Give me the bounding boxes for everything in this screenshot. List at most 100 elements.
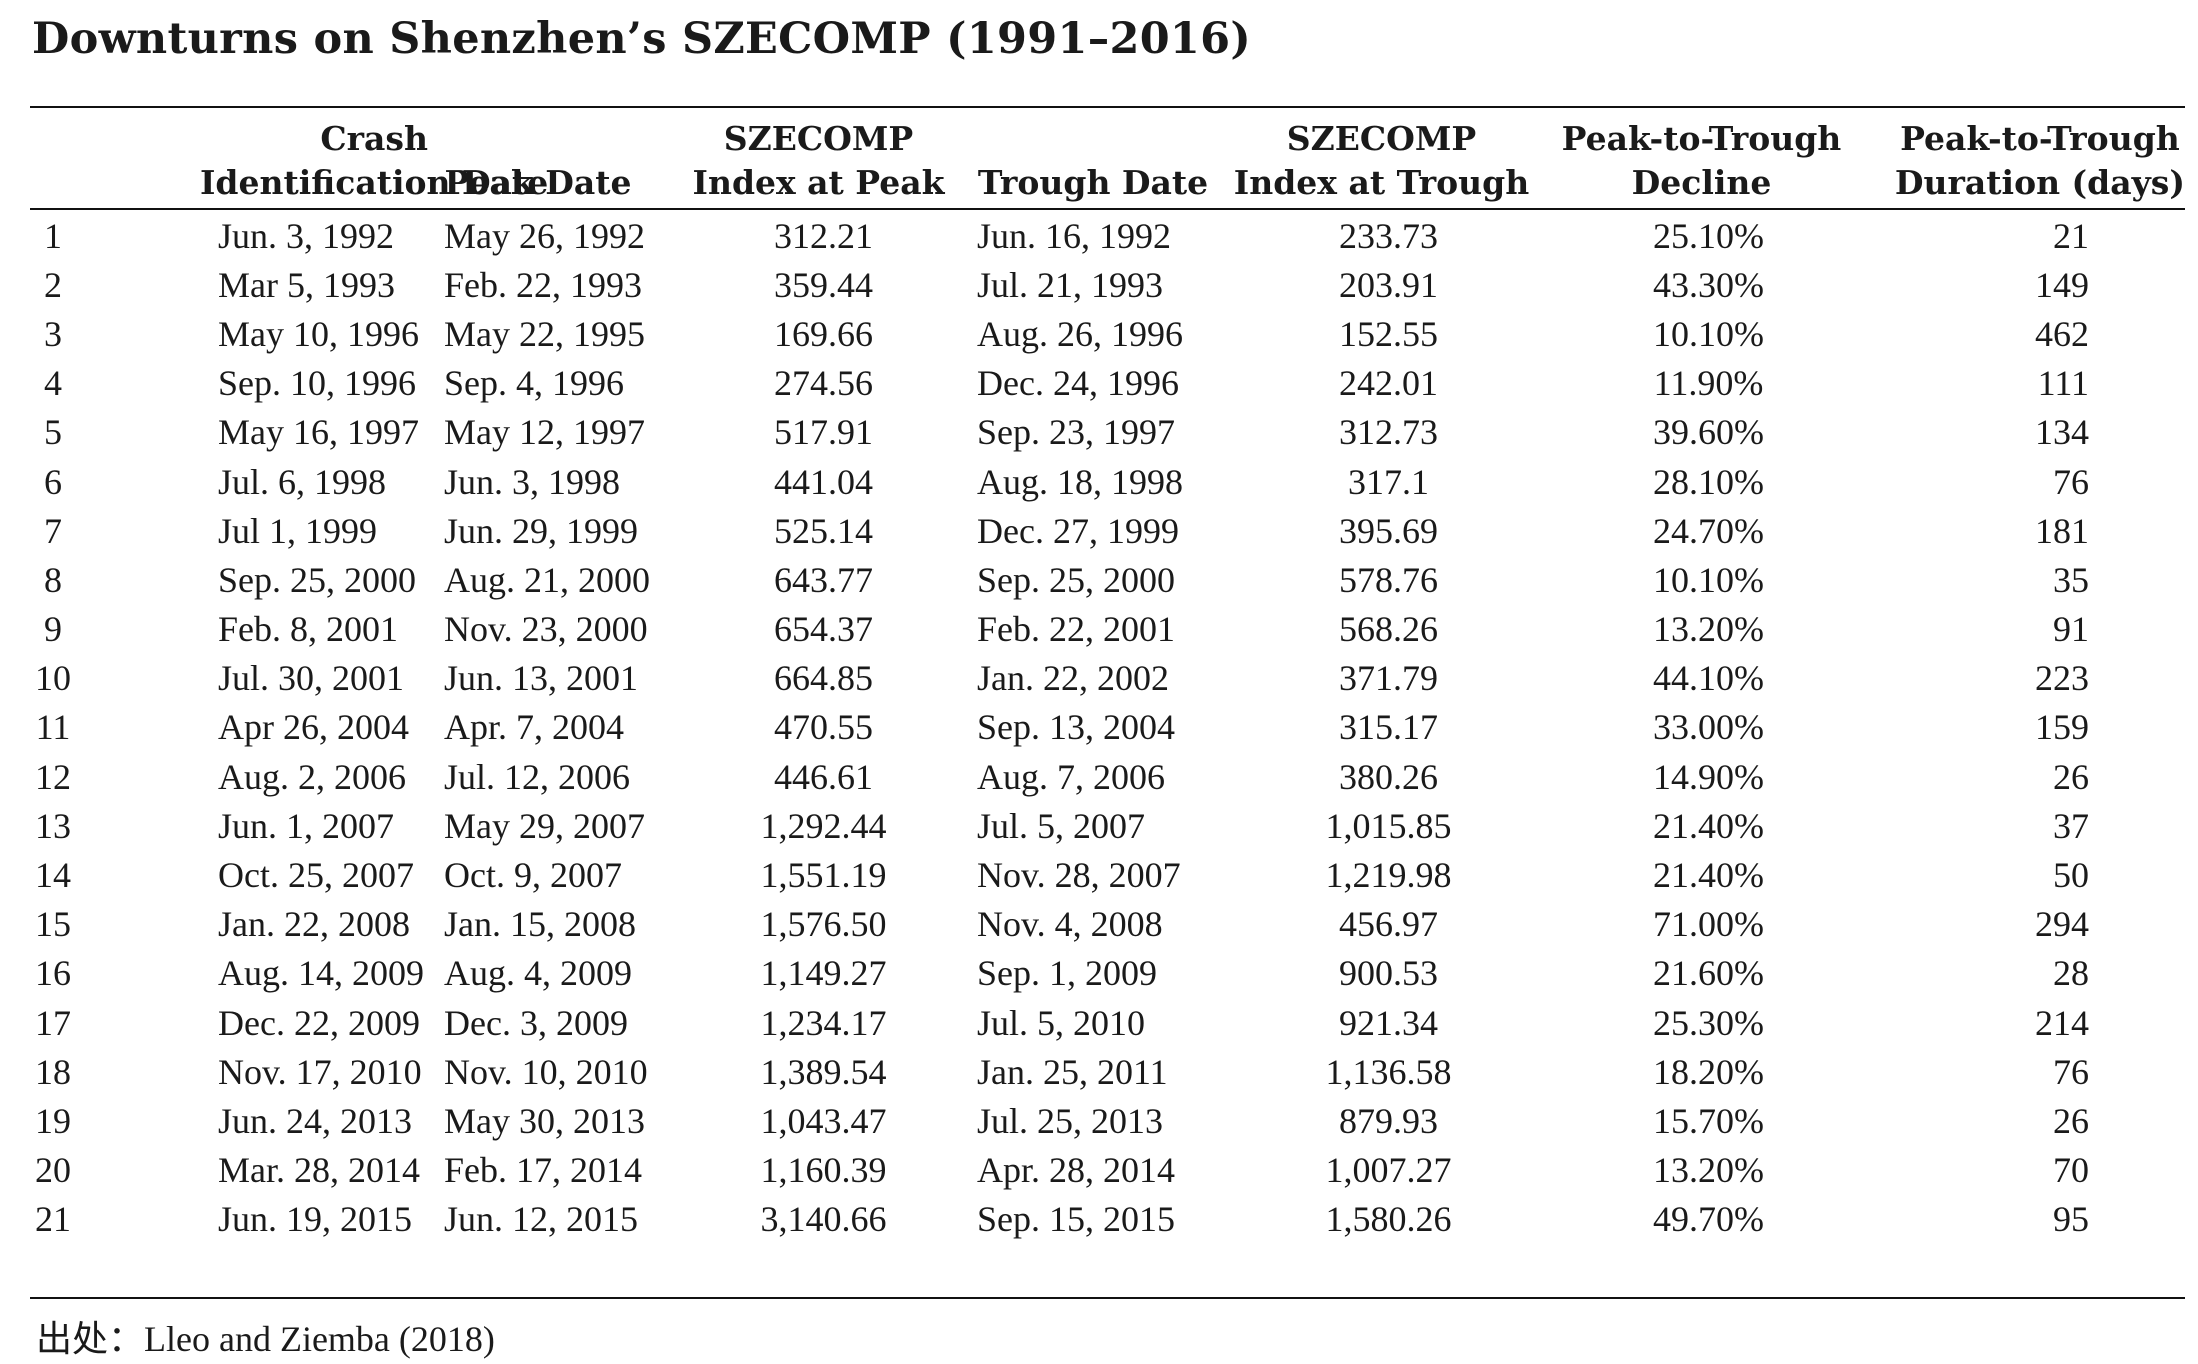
decline-cell: 13.20% xyxy=(1653,609,1764,650)
duration-cell: 21 xyxy=(2053,215,2089,256)
index-at-trough-cell: 317.1 xyxy=(1348,461,1429,502)
header-decline-line2: Decline xyxy=(1631,163,1772,202)
trough-date-cell: Sep. 23, 1997 xyxy=(977,412,1175,453)
crash-date-cell: Jun. 19, 2015 xyxy=(218,1199,413,1240)
peak-date-cell: Jan. 15, 2008 xyxy=(444,904,636,945)
index-at-peak-cell: 359.44 xyxy=(774,264,873,305)
duration-cell: 149 xyxy=(2035,264,2089,305)
peak-date-cell: Sep. 4, 1996 xyxy=(444,363,624,404)
crash-date-cell: Sep. 25, 2000 xyxy=(218,559,416,600)
table-row: 1 Jun. 3, 1992 May 26, 1992 312.21 Jun. 16, … xyxy=(30,205,2185,260)
trough-date-cell: Jun. 16, 1992 xyxy=(977,215,1172,256)
crash-date-cell: Jul. 30, 2001 xyxy=(218,658,405,699)
row-number: 7 xyxy=(44,510,62,551)
decline-cell: 25.30% xyxy=(1653,1002,1764,1043)
index-at-peak-cell: 1,389.54 xyxy=(760,1051,887,1092)
duration-cell: 26 xyxy=(2053,756,2089,797)
crash-date-cell: Feb. 8, 2001 xyxy=(218,609,398,650)
table-title: Downturns on Shenzhen’s SZECOMP (1991–20… xyxy=(32,14,1252,64)
peak-date-cell: Jun. 12, 2015 xyxy=(444,1199,639,1240)
decline-cell: 21.40% xyxy=(1653,805,1764,846)
row-number: 20 xyxy=(35,1150,71,1191)
index-at-peak-cell: 274.56 xyxy=(774,363,873,404)
duration-cell: 76 xyxy=(2053,461,2089,502)
row-number: 18 xyxy=(35,1051,71,1092)
duration-cell: 26 xyxy=(2053,1100,2089,1141)
crash-date-cell: Aug. 2, 2006 xyxy=(218,756,406,797)
header-decline-line1: Peak-to-Trough xyxy=(1561,119,1842,158)
crash-date-cell: Jun. 3, 1992 xyxy=(218,215,395,256)
table-row: 4 Sep. 10, 1996 Sep. 4, 1996 274.56 Dec. 24,… xyxy=(30,359,2185,408)
peak-date-cell: Apr. 7, 2004 xyxy=(444,707,624,748)
source-note: 出处：Lleo and Ziemba (2018) xyxy=(36,1319,495,1359)
peak-date-cell: Jun. 3, 1998 xyxy=(444,461,621,502)
decline-cell: 18.20% xyxy=(1653,1051,1764,1092)
crash-date-cell: Jun. 24, 2013 xyxy=(218,1100,413,1141)
duration-cell: 462 xyxy=(2035,313,2089,354)
peak-date-cell: Feb. 22, 1993 xyxy=(444,264,642,305)
header-duration-line2: Duration (days) xyxy=(1894,163,2185,202)
peak-date-cell: Feb. 17, 2014 xyxy=(444,1150,642,1191)
header-crash-line1: Crash xyxy=(320,119,428,158)
index-at-trough-cell: 578.76 xyxy=(1339,559,1438,600)
header-decline: Peak-to-Trough Decline xyxy=(1538,109,1865,205)
table-row: 16 Aug. 14, 2009 Aug. 4, 2009 1,149.27 Sep. … xyxy=(30,949,2185,998)
row-number: 21 xyxy=(35,1199,71,1240)
trough-date-cell: Sep. 13, 2004 xyxy=(977,707,1175,748)
crash-date-cell: Oct. 25, 2007 xyxy=(218,855,414,896)
index-at-peak-cell: 517.91 xyxy=(774,412,873,453)
crash-date-cell: Mar 5, 1993 xyxy=(218,264,395,305)
decline-cell: 11.90% xyxy=(1653,363,1764,404)
index-at-peak-cell: 654.37 xyxy=(774,609,873,650)
index-at-trough-cell: 233.73 xyxy=(1339,215,1438,256)
crash-date-cell: Dec. 22, 2009 xyxy=(218,1002,420,1043)
index-at-trough-cell: 900.53 xyxy=(1339,953,1438,994)
table-row: 14 Oct. 25, 2007 Oct. 9, 2007 1,551.19 Nov. … xyxy=(30,850,2185,899)
duration-cell: 35 xyxy=(2053,559,2089,600)
peak-date-cell: May 12, 1997 xyxy=(444,412,645,453)
index-at-trough-cell: 1,136.58 xyxy=(1325,1051,1452,1092)
table-row: 12 Aug. 2, 2006 Jul. 12, 2006 446.61 Aug. 7,… xyxy=(30,752,2185,801)
table-row: 20 Mar. 28, 2014 Feb. 17, 2014 1,160.39 Apr.… xyxy=(30,1146,2185,1195)
peak-date-cell: May 26, 1992 xyxy=(444,215,645,256)
index-at-peak-cell: 312.21 xyxy=(774,215,873,256)
peak-date-cell: Jun. 29, 1999 xyxy=(444,510,639,551)
header-index-trough-line1: SZECOMP xyxy=(1286,119,1477,158)
trough-date-cell: Aug. 18, 1998 xyxy=(977,461,1183,502)
header-crash-line2: Identification Date xyxy=(200,163,549,202)
trough-date-cell: Sep. 15, 2015 xyxy=(977,1199,1175,1240)
bottom-rule xyxy=(30,1297,2185,1299)
index-at-trough-cell: 456.97 xyxy=(1339,904,1438,945)
duration-cell: 159 xyxy=(2035,707,2089,748)
table-row: 7 Jul 1, 1999 Jun. 29, 1999 525.14 Dec. 27, … xyxy=(30,506,2185,555)
row-number: 8 xyxy=(44,559,62,600)
table-row: 5 May 16, 1997 May 12, 1997 517.91 Sep. 23, … xyxy=(30,408,2185,457)
index-at-trough-cell: 921.34 xyxy=(1339,1002,1438,1043)
table-row: 8 Sep. 25, 2000 Aug. 21, 2000 643.77 Sep. 25… xyxy=(30,555,2185,604)
crash-date-cell: Jan. 22, 2008 xyxy=(218,904,410,945)
index-at-trough-cell: 315.17 xyxy=(1339,707,1438,748)
row-number: 1 xyxy=(44,215,62,256)
table-row: 21 Jun. 19, 2015 Jun. 12, 2015 3,140.66 Sep.… xyxy=(30,1195,2185,1244)
peak-date-cell: Aug. 4, 2009 xyxy=(444,953,632,994)
index-at-trough-cell: 568.26 xyxy=(1339,609,1438,650)
duration-cell: 294 xyxy=(2035,904,2089,945)
trough-date-cell: Jan. 25, 2011 xyxy=(977,1051,1168,1092)
row-number: 15 xyxy=(35,904,71,945)
trough-date-cell: Jan. 22, 2002 xyxy=(977,658,1169,699)
header-duration-line1: Peak-to-Trough xyxy=(1900,119,2180,158)
crash-date-cell: Nov. 17, 2010 xyxy=(218,1051,422,1092)
duration-cell: 214 xyxy=(2035,1002,2089,1043)
index-at-peak-cell: 1,043.47 xyxy=(760,1100,887,1141)
crash-date-cell: Apr 26, 2004 xyxy=(218,707,409,748)
crash-date-cell: Jul 1, 1999 xyxy=(218,510,378,551)
header-trough-date-label: Trough Date xyxy=(977,163,1209,202)
trough-date-cell: Aug. 26, 1996 xyxy=(977,313,1183,354)
row-number: 17 xyxy=(35,1002,71,1043)
decline-cell: 10.10% xyxy=(1653,313,1764,354)
trough-date-cell: Apr. 28, 2014 xyxy=(977,1150,1175,1191)
peak-date-cell: Jun. 13, 2001 xyxy=(444,658,639,699)
row-number: 19 xyxy=(35,1100,71,1141)
index-at-peak-cell: 446.61 xyxy=(774,756,873,797)
index-at-peak-cell: 1,160.39 xyxy=(760,1150,887,1191)
